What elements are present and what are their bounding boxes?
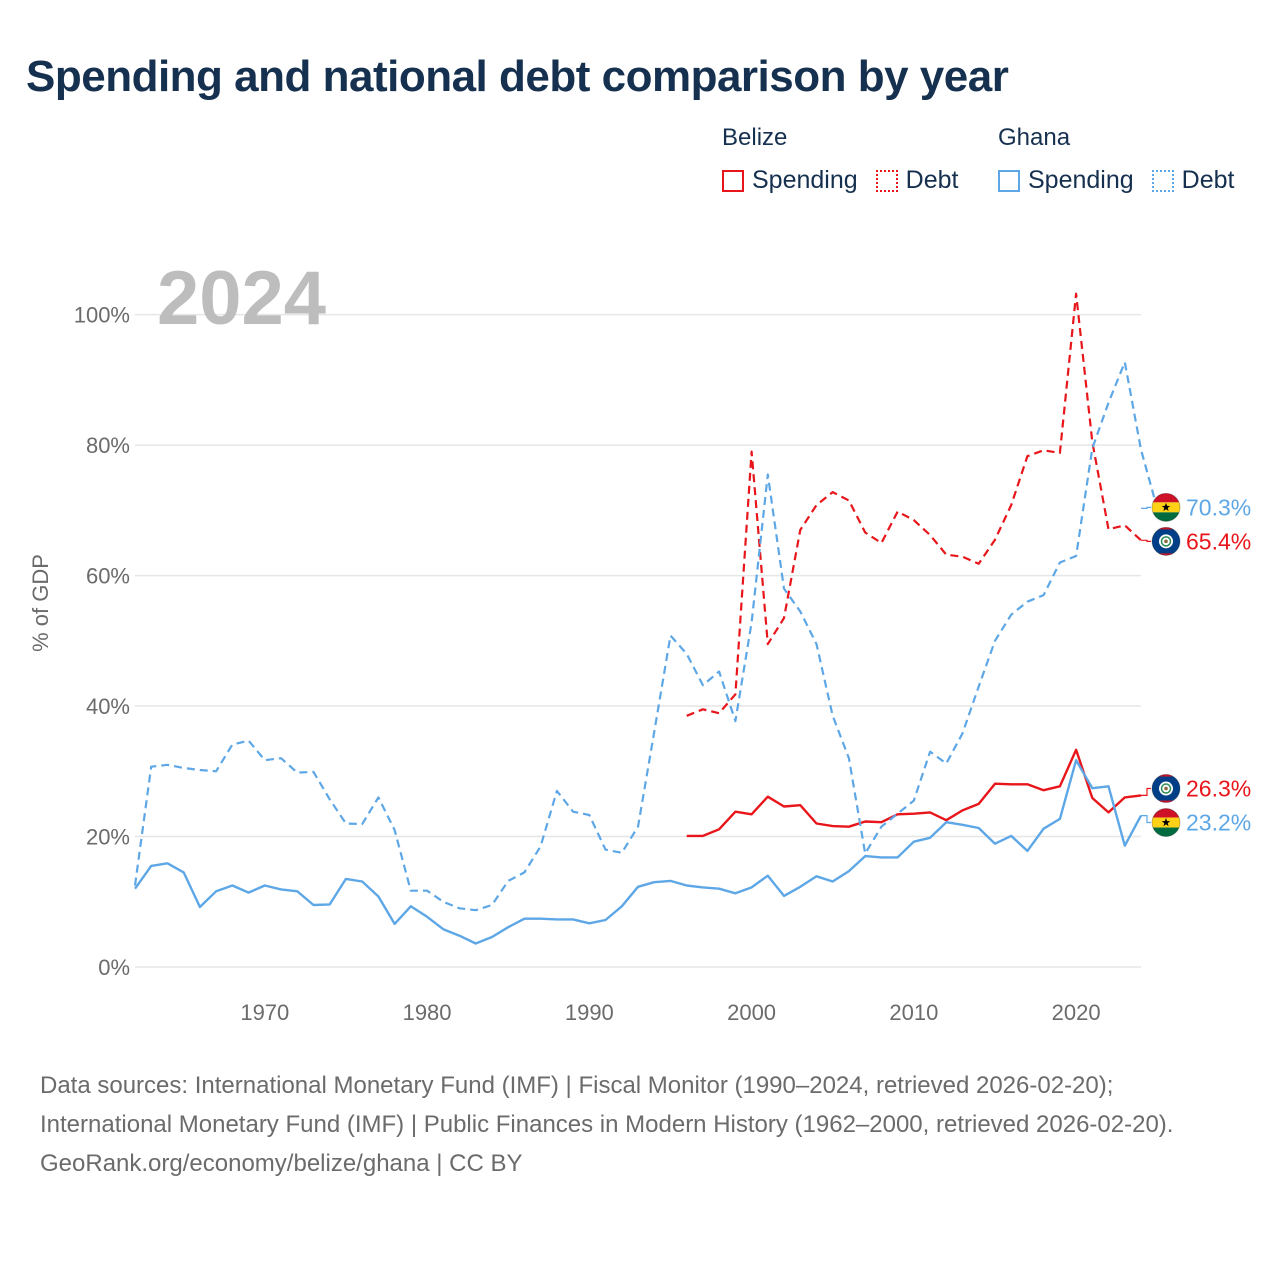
end-value-label: 65.4% (1186, 528, 1251, 554)
y-tick-label: 40% (86, 694, 130, 719)
belize-flag-icon (1151, 774, 1181, 804)
end-leader-line (1141, 814, 1151, 824)
legend-item-belize-debt[interactable]: Debt (875, 166, 959, 195)
x-tick-label: 1990 (565, 1000, 614, 1025)
x-tick-label: 1970 (240, 1000, 289, 1025)
x-tick-label: 2000 (727, 1000, 776, 1025)
end-value-label: 23.2% (1186, 810, 1251, 836)
legend-group-ghana: Ghana Spending Debt (998, 124, 1252, 195)
legend-swatch-dotted-icon (1151, 169, 1174, 192)
legend-item-ghana-spending[interactable]: Spending (998, 166, 1134, 195)
end-leader-line (1141, 787, 1151, 797)
legend-country-belize: Belize (722, 124, 788, 151)
legend-item-belize-spending[interactable]: Spending (722, 166, 858, 195)
year-watermark: 2024 (157, 256, 326, 341)
legend-swatch-solid-icon (722, 169, 744, 192)
series-line-belize-debt[interactable] (686, 292, 1142, 717)
legend-country-ghana: Ghana (998, 124, 1071, 151)
chart-title: Spending and national debt comparison by… (26, 52, 1009, 101)
end-leader-line (1141, 506, 1151, 509)
end-label-layer: 70.3% 65.4% 26.3% 23.2% (1141, 492, 1251, 838)
legend-swatch-solid-icon (998, 169, 1020, 192)
y-axis-label: % of GDP (28, 554, 53, 652)
belize-flag-icon (1151, 526, 1181, 556)
series-layer (133, 292, 1159, 945)
y-tick-label: 100% (74, 303, 130, 328)
data-sources-text: Data sources: International Monetary Fun… (40, 1072, 1174, 1138)
footer: Data sources: International Monetary Fun… (40, 1066, 1240, 1183)
series-line-ghana-debt[interactable] (133, 361, 1159, 912)
ghana-flag-icon (1151, 808, 1181, 838)
legend-group-belize: Belize Spending Debt (722, 124, 976, 195)
x-tick-label: 2020 (1052, 1000, 1101, 1025)
y-tick-label: 0% (98, 955, 130, 980)
series-line-belize-spending[interactable] (686, 748, 1142, 838)
axis-layer: 0% 20% 40% 60% 80% 100% 1970 1980 1990 2000 2010 20… (74, 303, 1101, 1025)
y-tick-label: 20% (86, 825, 130, 850)
y-tick-label: 80% (86, 433, 130, 458)
legend-item-ghana-debt[interactable]: Debt (1151, 166, 1235, 195)
x-tick-label: 1980 (403, 1000, 452, 1025)
chart-plot: 2024 % of GDP 0% 20% 40% 60% 80% 100% 1970 1980… (28, 256, 1251, 1025)
x-tick-label: 2010 (889, 1000, 938, 1025)
legend-label-belize-spending: Spending (752, 166, 858, 194)
end-value-label: 26.3% (1186, 776, 1251, 802)
legend-label-belize-debt: Debt (905, 166, 959, 194)
legend-label-ghana-debt: Debt (1181, 166, 1235, 194)
legend-swatch-dotted-icon (875, 169, 898, 192)
ghana-flag-icon (1151, 492, 1181, 522)
end-value-label: 70.3% (1186, 494, 1251, 520)
end-leader-line (1141, 539, 1151, 543)
legend-label-ghana-spending: Spending (1028, 166, 1134, 194)
y-tick-label: 60% (86, 564, 130, 589)
credit-link[interactable]: GeoRank.org/economy/belize/ghana | CC BY (40, 1150, 523, 1177)
grid-layer (135, 313, 1141, 968)
series-line-ghana-spending[interactable] (134, 759, 1143, 945)
